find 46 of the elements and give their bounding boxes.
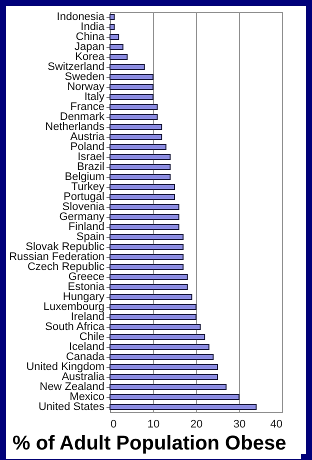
y-tick-label: Mexico [70,391,104,403]
y-tick-label: Brazil [76,161,104,173]
y-tick-label: United States [38,401,105,413]
y-tick-label: China [76,31,106,43]
y-tick-label: Belgium [64,171,104,183]
y-tick-label: Indonesia [56,11,106,23]
y-tick-label: Austria [70,131,106,143]
y-tick-label: New Zealand [40,381,104,393]
y-tick-label: Greece [68,271,104,283]
y-tick-label: Germany [59,211,105,223]
y-tick-label: United Kingdom [26,361,104,373]
y-tick-label: Portugal [64,191,104,203]
y-tick-label: South Africa [45,321,106,333]
y-tick-label: Israel [78,151,104,163]
x-axis-title: % of Adult Population Obese [12,432,286,454]
y-tick-label: Canada [66,351,106,363]
y-tick-label: Ireland [70,311,104,323]
y-tick-label: Japan [74,41,104,53]
x-tick-label: 0 [110,418,117,430]
y-tick-label: Netherlands [45,121,105,133]
y-tick-label: Sweden [64,71,104,83]
y-tick-label: Italy [84,91,105,103]
y-tick-label: Slovenia [62,201,106,213]
y-tick-label: Denmark [60,111,105,123]
x-tick-label: 20 [190,418,203,430]
y-tick-label: Iceland [69,341,104,353]
x-tick-label: 10 [147,418,160,430]
y-tick-label: Poland [70,141,104,153]
y-tick-label: Australia [62,371,106,383]
y-tick-label: Luxembourg [43,301,104,313]
y-tick-label: Slovak Republic [26,241,105,253]
y-tick-label: Hungary [62,291,105,303]
y-tick-label: Finland [68,221,104,233]
y-tick-label: Estonia [68,281,106,293]
y-tick-label: Czech Republic [27,261,105,273]
y-tick-label: Chile [79,331,104,343]
y-tick-label: Turkey [71,181,105,193]
x-tick-label: 30 [233,418,246,430]
y-tick-label: India [80,21,106,33]
y-tick-label: Norway [67,81,105,93]
y-tick-label: France [70,101,104,113]
y-tick-label: Switzerland [48,61,104,73]
y-tick-label: Korea [75,51,106,63]
y-tick-label: Spain [76,231,104,243]
y-tick-label: Russian Federation [9,251,104,263]
x-tick-label: 40 [270,418,282,430]
